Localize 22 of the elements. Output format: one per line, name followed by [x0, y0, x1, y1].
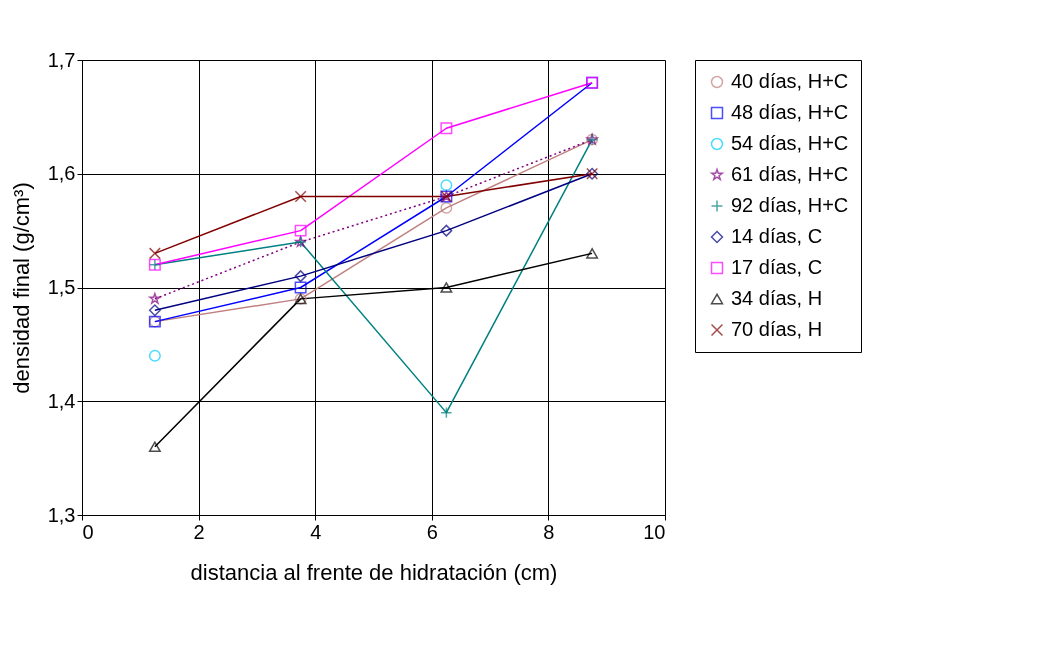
legend-label: 17 días, C: [731, 256, 823, 278]
x-tick-label: 6: [426, 520, 438, 543]
x-tick-label: 10: [643, 520, 666, 543]
y-tick-label: 1,7: [47, 48, 76, 71]
x-axis-title: distancia al frente de hidratación (cm): [190, 559, 558, 585]
y-tick-label: 1,5: [47, 276, 76, 298]
legend-label: 14 días, C: [731, 225, 823, 247]
legend-label: 34 días, H: [731, 287, 823, 309]
legend-label: 70 días, H: [731, 318, 823, 340]
legend-label: 61 días, H+C: [731, 163, 849, 185]
x-tick-label: 8: [543, 520, 555, 543]
y-axis-title: densidad final (g/cm³): [8, 182, 34, 394]
x-tick-label: 4: [310, 520, 322, 543]
x-tick-label: 0: [82, 520, 94, 543]
y-tick-label: 1,3: [47, 503, 76, 526]
y-tick-label: 1,6: [47, 162, 76, 185]
legend-label: 92 días, H+C: [731, 194, 849, 216]
y-tick-label: 1,4: [47, 389, 76, 412]
legend-label: 40 días, H+C: [731, 70, 849, 92]
legend-label: 48 días, H+C: [731, 101, 849, 123]
x-tick-label: 2: [193, 520, 205, 543]
legend-label: 54 días, H+C: [731, 132, 849, 154]
